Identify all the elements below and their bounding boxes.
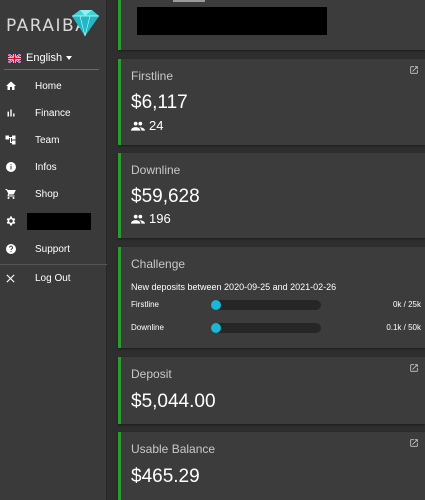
firstline-card: Firstline $6,117 24 (118, 59, 425, 145)
downline-members: 196 (131, 211, 171, 226)
tab-indicator (173, 0, 205, 2)
uk-flag-icon (8, 53, 21, 63)
main-content: Firstline $6,117 24 Downline $59,628 196… (108, 0, 425, 500)
sidebar-item-label: Home (35, 80, 62, 92)
progress-track (211, 323, 321, 333)
downline-amount: $59,628 (131, 186, 200, 207)
usable-balance-amount: $465.29 (131, 466, 200, 487)
external-link-icon[interactable] (409, 438, 419, 448)
sidebar-item-label: Team (35, 134, 60, 146)
progress-indicator (211, 300, 221, 310)
logo[interactable]: PARAIBA (6, 6, 101, 42)
external-link-icon[interactable] (409, 65, 419, 75)
top-card (118, 0, 425, 50)
sidebar-item-label: Shop (35, 188, 59, 200)
progress-track (211, 300, 321, 310)
deposit-amount: $5,044.00 (131, 391, 216, 412)
downline-count: 196 (149, 211, 171, 226)
sidebar-item-label: Log Out (35, 272, 71, 284)
card-title: Deposit (131, 367, 172, 381)
info-icon (4, 161, 17, 174)
logo-text: PARAIBA (6, 16, 89, 36)
progress-row: Firstline 0k / 25k (131, 298, 421, 312)
challenge-subtitle: New deposits between 2020-09-25 and 2021… (131, 282, 337, 292)
challenge-card: Challenge New deposits between 2020-09-2… (118, 247, 425, 348)
sidebar-item-shop[interactable]: Shop (0, 181, 107, 207)
language-selector[interactable]: English (8, 52, 73, 64)
card-title: Challenge (131, 257, 186, 271)
home-icon (4, 80, 17, 93)
progress-indicator (211, 323, 222, 333)
sidebar-item-settings[interactable] (0, 208, 107, 234)
diamond-icon (72, 10, 99, 37)
sidebar-item-finance[interactable]: Finance (0, 100, 107, 126)
sidebar-item-label: Finance (35, 107, 71, 119)
divider (0, 264, 107, 265)
external-link-icon[interactable] (409, 363, 419, 373)
sidebar-item-support[interactable]: Support (0, 236, 107, 262)
firstline-amount: $6,117 (131, 92, 188, 113)
card-title: Downline (131, 163, 181, 177)
gear-icon (4, 215, 17, 228)
sidebar-item-logout[interactable]: Log Out (0, 265, 107, 291)
sidebar-item-label: Infos (35, 161, 57, 173)
deposit-card: Deposit $5,044.00 (118, 357, 425, 424)
caret-down-icon (66, 56, 73, 60)
sidebar: PARAIBA English Home (0, 0, 107, 500)
people-icon (131, 121, 145, 131)
redacted-block (137, 7, 327, 35)
progress-label: Firstline (131, 300, 160, 309)
usable-balance-card: Usable Balance $465.29 (118, 432, 425, 500)
language-label: English (26, 52, 63, 64)
progress-value: 0k / 25k (392, 300, 421, 309)
card-title: Firstline (131, 69, 174, 83)
help-icon (4, 243, 17, 256)
downline-card: Downline $59,628 196 (118, 153, 425, 238)
people-icon (131, 214, 145, 224)
firstline-count: 24 (149, 118, 164, 133)
close-icon (4, 272, 17, 285)
sidebar-item-infos[interactable]: Infos (0, 154, 107, 180)
progress-row: Downline 0.1k / 50k (131, 321, 421, 335)
redacted-label (27, 213, 91, 230)
sidebar-item-home[interactable]: Home (0, 73, 107, 99)
firstline-members: 24 (131, 118, 163, 133)
card-title: Usable Balance (131, 442, 216, 456)
org-chart-icon (4, 134, 17, 147)
progress-value: 0.1k / 50k (386, 323, 421, 332)
sidebar-item-label: Support (35, 243, 71, 255)
language-underline (4, 69, 99, 70)
progress-label: Downline (131, 323, 164, 332)
sidebar-item-team[interactable]: Team (0, 127, 107, 153)
bar-chart-icon (4, 107, 17, 120)
cart-icon (4, 188, 17, 201)
